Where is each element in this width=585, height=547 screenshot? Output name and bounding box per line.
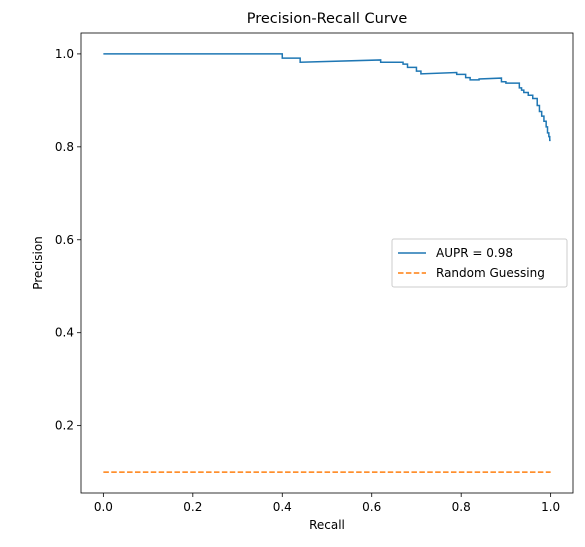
series-layer xyxy=(103,53,551,473)
x-tick-label: 0.8 xyxy=(452,500,471,514)
y-tick-label: 1.0 xyxy=(55,47,74,61)
x-axis-label: Recall xyxy=(309,518,345,532)
y-tick-label: 0.8 xyxy=(55,140,74,154)
y-tick-label: 0.4 xyxy=(55,326,74,340)
chart-title: Precision-Recall Curve xyxy=(247,11,408,27)
y-axis: 0.2 0.4 0.6 0.8 1.0 xyxy=(55,47,81,433)
y-tick-label: 0.6 xyxy=(55,233,74,247)
legend-entry-label: AUPR = 0.98 xyxy=(436,246,513,260)
legend-entry-label: Random Guessing xyxy=(436,266,545,280)
y-tick-label: 0.2 xyxy=(55,419,74,433)
x-tick-label: 1.0 xyxy=(541,500,560,514)
plot-area xyxy=(80,32,574,494)
x-axis: 0.0 0.2 0.4 0.6 0.8 1.0 xyxy=(94,493,560,514)
x-tick-label: 0.6 xyxy=(362,500,381,514)
pr-curve-line xyxy=(103,53,551,142)
x-tick-label: 0.4 xyxy=(273,500,292,514)
legend-box xyxy=(391,238,568,288)
y-axis-label: Precision xyxy=(31,236,45,290)
x-tick-label: 0.0 xyxy=(94,500,113,514)
plot-frame xyxy=(80,32,574,494)
legend: AUPR = 0.98 Random Guessing xyxy=(391,238,568,288)
x-tick-label: 0.2 xyxy=(183,500,202,514)
